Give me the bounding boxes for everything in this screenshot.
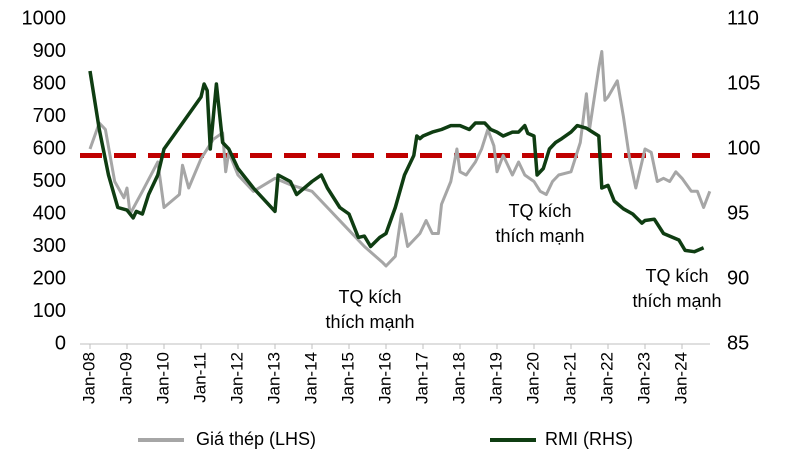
x-tick-label: Jan-14	[301, 352, 320, 404]
y-tick-label: 600	[33, 137, 66, 159]
x-tick-label: Jan-08	[79, 352, 98, 404]
x-tick-label: Jan-18	[449, 352, 468, 404]
annotation: thích mạnh	[325, 312, 414, 332]
x-tick-label: Jan-19	[486, 352, 505, 404]
x-tick-label: Jan-10	[153, 352, 172, 404]
y-tick-label: 200	[33, 267, 66, 289]
x-tick-label: Jan-22	[597, 352, 616, 404]
y2-tick-label: 105	[727, 72, 760, 94]
x-tick-label: Jan-15	[338, 352, 357, 404]
x-tick-label: Jan-17	[412, 352, 431, 404]
x-tick-label: Jan-11	[190, 352, 209, 403]
y2-tick-label: 95	[727, 202, 749, 224]
y-tick-label: 400	[33, 202, 66, 224]
y-tick-label: 0	[55, 332, 66, 354]
x-tick-label: Jan-16	[375, 352, 394, 404]
series-line	[88, 50, 712, 268]
legend-label: RMI (RHS)	[545, 429, 633, 449]
x-tick-label: Jan-13	[264, 352, 283, 404]
x-tick-label: Jan-09	[116, 352, 135, 404]
annotation: TQ kích	[645, 266, 708, 286]
y2-tick-label: 110	[727, 7, 759, 29]
x-tick-label: Jan-23	[634, 352, 653, 404]
legend-label: Giá thép (LHS)	[196, 429, 316, 449]
y-tick-label: 800	[33, 72, 66, 94]
y-tick-label: 100	[33, 300, 66, 322]
annotation: thích mạnh	[632, 291, 721, 311]
y-tick-label: 900	[33, 40, 66, 62]
y2-tick-label: 90	[727, 267, 749, 289]
x-tick-label: Jan-20	[523, 352, 542, 404]
series-line	[88, 70, 705, 254]
y-tick-label: 1000	[22, 7, 67, 29]
annotation: TQ kích	[508, 201, 571, 221]
annotation: TQ kích	[338, 287, 401, 307]
y-tick-label: 700	[33, 105, 66, 127]
x-tick-label: Jan-24	[671, 352, 690, 404]
y2-tick-label: 85	[727, 332, 749, 354]
y-tick-label: 500	[33, 170, 66, 192]
annotation: thích mạnh	[495, 226, 584, 246]
y-tick-label: 300	[33, 235, 66, 257]
x-tick-label: Jan-12	[227, 352, 246, 404]
x-tick-label: Jan-21	[560, 352, 579, 404]
y2-tick-label: 100	[727, 137, 760, 159]
